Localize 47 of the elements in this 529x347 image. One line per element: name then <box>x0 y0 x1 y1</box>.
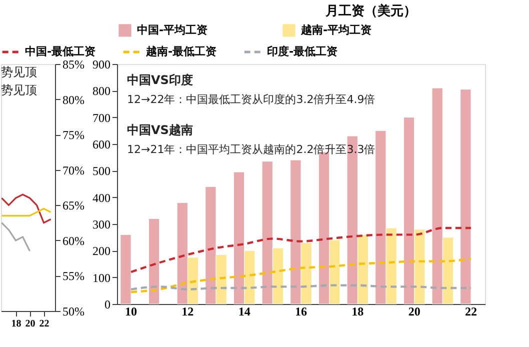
chart-title: 月工资（美元） <box>324 3 416 19</box>
y-tick-label: 500 <box>92 164 110 178</box>
y-tick-label: 50% <box>62 304 84 318</box>
y-tick-label: 400 <box>92 190 110 205</box>
y-tick-label: 55% <box>62 269 84 284</box>
annotation: 中国VS印度 <box>127 73 193 87</box>
x-tick-label: 22 <box>39 318 50 330</box>
y-tick-label: 200 <box>92 244 110 258</box>
y-tick-label: 300 <box>92 218 110 232</box>
y-tick-label: 700 <box>92 110 110 125</box>
y-tick-label: 70% <box>62 163 84 178</box>
y-tick-label: 75% <box>62 128 84 142</box>
x-tick-label: 14 <box>238 304 250 318</box>
legend-label: 越南-平均工资 <box>300 23 372 36</box>
y-tick-label: 65% <box>62 198 84 213</box>
annotation: 势见顶 <box>1 65 37 79</box>
x-tick-label: 18 <box>11 318 22 330</box>
legend-label: 越南-最低工资 <box>145 45 217 58</box>
annotation: 12→21年：中国平均工资从越南的2.2倍升至3.3倍 <box>127 143 376 156</box>
bar <box>120 234 132 304</box>
x-tick-label: 12 <box>182 304 194 318</box>
annotation: 12→22年：中国最低工资从印度的3.2倍升至4.9倍 <box>127 93 376 106</box>
y-tick-label: 100 <box>92 270 110 285</box>
x-tick-label: 20 <box>25 318 36 330</box>
line-series <box>1 194 52 224</box>
y-tick-label: 0 <box>104 298 110 312</box>
x-tick-label: 10 <box>125 304 138 318</box>
x-tick-label: 16 <box>295 304 307 318</box>
x-tick-label: 18 <box>352 304 364 318</box>
y-tick-label: 80% <box>62 92 84 107</box>
y-tick-label: 60% <box>62 234 84 248</box>
legend-label: 印度-最低工资 <box>267 45 338 58</box>
y-tick-label: 600 <box>92 138 110 152</box>
x-tick-label: 20 <box>408 304 420 318</box>
annotation: 势见顶 <box>1 83 37 97</box>
line-series <box>130 226 472 274</box>
legend-label: 中国-平均工资 <box>137 23 208 36</box>
line-series <box>130 258 472 294</box>
legend-label: 中国-最低工资 <box>25 45 96 58</box>
annotation: 中国VS越南 <box>127 123 193 137</box>
bar <box>460 89 472 304</box>
line-series <box>1 222 31 252</box>
y-tick-label: 900 <box>92 58 110 72</box>
y-tick-label: 85% <box>62 58 84 72</box>
y-tick-label: 800 <box>92 84 110 98</box>
x-tick-label: 22 <box>464 304 477 318</box>
bar <box>148 218 160 304</box>
